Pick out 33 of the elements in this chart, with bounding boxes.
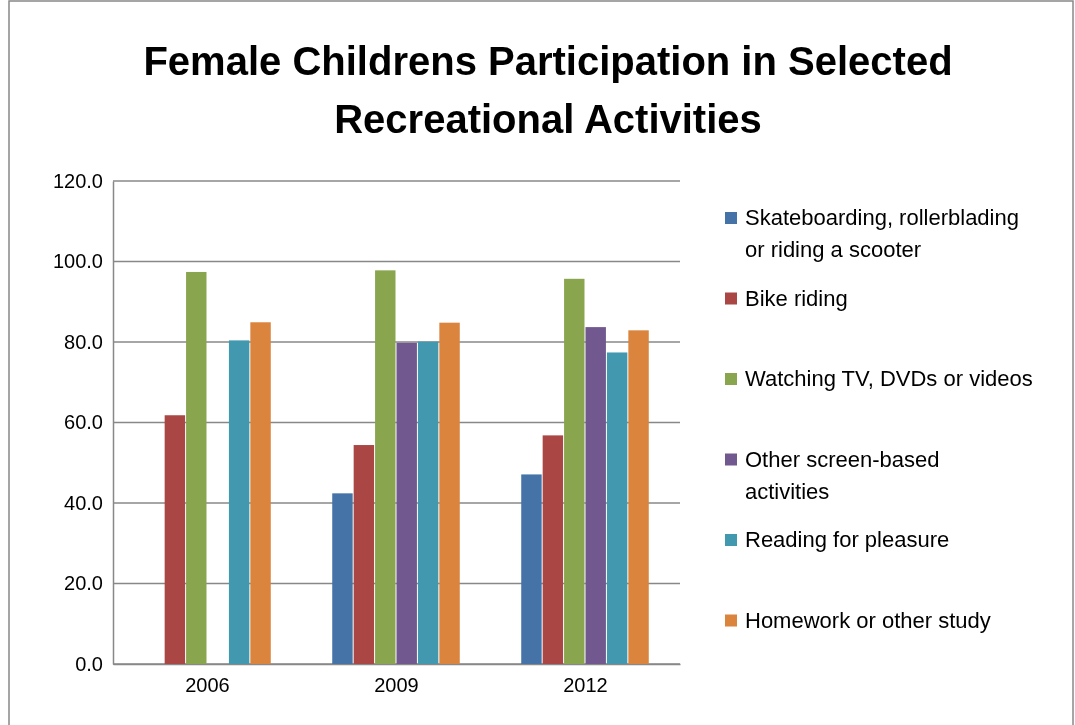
bar [396, 342, 417, 664]
bar [628, 330, 649, 664]
legend-label: Homework or other study [745, 607, 991, 633]
x-tick-label: 2009 [374, 674, 419, 697]
chart-title: Female Childrens Participation in Selected Recreational Activities [143, 39, 953, 141]
bar [417, 341, 439, 664]
legend-label: Skateboarding, rollerblading or riding a scooter [745, 205, 1019, 262]
y-tick-label: 80.0 [64, 330, 103, 353]
legend-label: Reading for pleasure [745, 527, 950, 552]
bar [542, 435, 564, 664]
bar [606, 352, 628, 664]
bar [585, 327, 606, 664]
y-tick-label: 100.0 [52, 250, 103, 273]
y-tick-label: 40.0 [64, 491, 103, 514]
x-tick-label: 2006 [185, 674, 230, 697]
bar [521, 474, 542, 664]
bar [439, 322, 460, 664]
y-tick-label: 60.0 [64, 411, 103, 434]
bar [375, 270, 396, 664]
bar [353, 445, 375, 664]
bar [332, 493, 353, 664]
x-tick-label: 2012 [563, 674, 608, 697]
legend-label: Watching TV, DVDs or videos [745, 366, 1033, 391]
bar [186, 271, 207, 664]
y-tick-label: 20.0 [64, 572, 103, 595]
legend-label: Bike riding [745, 285, 848, 311]
legend-label: Other screen-based activities [745, 446, 940, 504]
bar [228, 340, 250, 664]
bar [564, 278, 585, 664]
y-tick-label: 0.0 [75, 652, 103, 675]
y-tick-label: 120.0 [52, 169, 103, 192]
bar [250, 322, 271, 664]
bar [164, 415, 186, 664]
